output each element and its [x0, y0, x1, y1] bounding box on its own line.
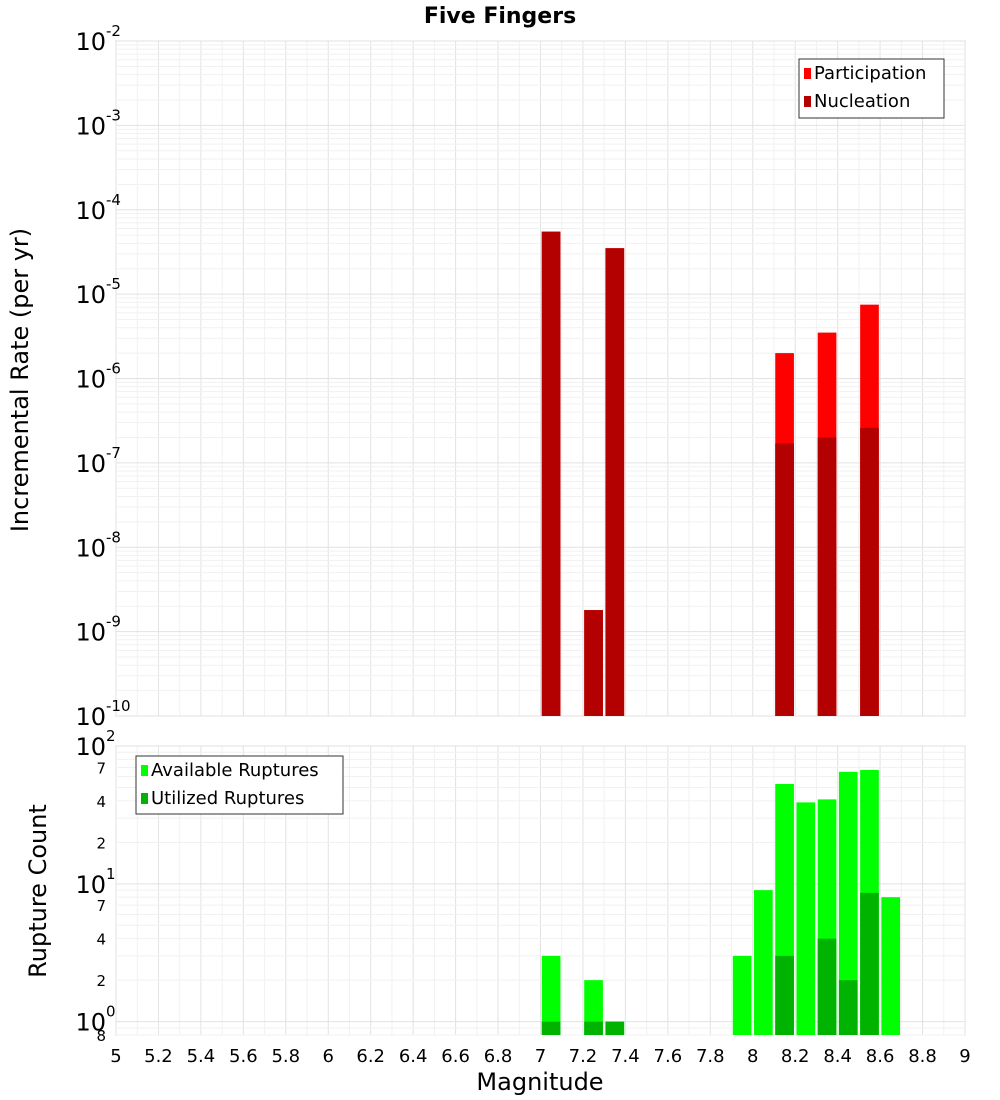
count-bar-0-4	[754, 890, 773, 1035]
rate-bar-1-3	[775, 443, 794, 716]
y-minor-tick-label: 8	[96, 1027, 106, 1045]
y-tick-exponent: -4	[106, 191, 121, 209]
x-axis-label: Magnitude	[476, 1068, 603, 1096]
y-tick-exponent: -5	[106, 275, 121, 293]
rate-legend-swatch	[804, 68, 811, 79]
count-bar-1-1	[584, 1021, 603, 1035]
x-tick-label: 9	[959, 1046, 970, 1067]
count-legend: Available Ruptures Utilized Ruptures	[135, 755, 344, 815]
count-legend-box	[135, 755, 344, 815]
count-x-ticks: 5 5.2 5.4 5.6 5.8 6 6.2 6.4 6.6 6.8 7 7.2 7.4 7.6 7.8 8…	[110, 1046, 970, 1067]
x-tick-label: 6.4	[399, 1046, 428, 1067]
x-tick-label: 6.8	[484, 1046, 513, 1067]
rate-legend-label: Nucleation	[814, 91, 910, 112]
x-tick-label: 5.6	[229, 1046, 258, 1067]
count-bar-1-4	[817, 938, 837, 1035]
y-tick-exponent: 1	[106, 865, 116, 883]
count-y-axis-label: Rupture Count	[24, 804, 52, 978]
x-tick-label: 6.6	[441, 1046, 470, 1067]
y-minor-tick-label: 7	[96, 759, 106, 777]
count-bar-1-2	[605, 1021, 625, 1035]
x-tick-label: 7.2	[569, 1046, 598, 1067]
x-tick-label: 7	[535, 1046, 546, 1067]
y-minor-tick-label: 4	[96, 931, 106, 949]
y-minor-tick-label: 4	[96, 793, 106, 811]
y-tick-exponent: -6	[106, 360, 121, 378]
rate-panel: 10-210-310-410-510-610-710-810-910-10 In…	[6, 22, 966, 731]
count-bar-0-0	[541, 955, 561, 1035]
x-tick-label: 5.8	[271, 1046, 300, 1067]
y-minor-tick-label: 2	[96, 972, 106, 990]
count-bar-0-8	[838, 771, 858, 1035]
y-minor-tick-label: 2	[96, 834, 106, 852]
count-legend-label: Utilized Ruptures	[151, 788, 304, 809]
x-tick-label: 7.6	[654, 1046, 683, 1067]
y-tick-base: 10	[75, 733, 106, 761]
count-bar-1-3	[775, 955, 794, 1035]
y-tick-exponent: -8	[106, 528, 121, 546]
y-tick-exponent: -9	[106, 613, 121, 631]
count-bar-0-1	[584, 980, 603, 1035]
x-tick-label: 8.8	[908, 1046, 937, 1067]
count-bar-0-6	[796, 802, 816, 1035]
count-bar-1-5	[838, 980, 858, 1035]
count-bar-1-0	[541, 1021, 561, 1035]
x-tick-label: 5.4	[187, 1046, 216, 1067]
x-tick-label: 6	[323, 1046, 334, 1067]
count-grid	[115, 745, 966, 1036]
rate-bars	[541, 231, 879, 717]
x-tick-label: 7.8	[696, 1046, 725, 1067]
count-bar-1-6	[860, 892, 879, 1035]
x-tick-label: 7.4	[611, 1046, 640, 1067]
rate-bar-1-5	[860, 427, 879, 716]
y-tick-base: 10	[75, 871, 106, 899]
y-tick-base: 10	[75, 450, 106, 478]
y-tick-exponent: -10	[106, 697, 131, 715]
x-tick-label: 8.4	[823, 1046, 852, 1067]
rate-bar-1-4	[817, 437, 837, 716]
y-tick-base: 10	[75, 703, 106, 731]
count-legend-label: Available Ruptures	[151, 760, 319, 781]
y-tick-base: 10	[75, 197, 106, 225]
count-bar-0-3	[732, 955, 752, 1035]
rate-legend-box	[798, 58, 945, 119]
chart-title: Five Fingers	[424, 4, 576, 29]
rate-y-ticks: 10-210-310-410-510-610-710-810-910-10	[75, 22, 130, 731]
rate-legend-label: Participation	[814, 63, 926, 84]
y-minor-tick-label: 7	[96, 897, 106, 915]
count-legend-swatch	[141, 765, 148, 776]
count-bar-0-10	[881, 897, 901, 1035]
y-tick-exponent: -3	[106, 106, 121, 124]
y-tick-base: 10	[75, 112, 106, 140]
y-tick-exponent: -2	[106, 22, 121, 40]
rate-grid	[115, 40, 966, 717]
x-tick-label: 8.2	[781, 1046, 810, 1067]
x-tick-label: 8.6	[866, 1046, 895, 1067]
x-tick-label: 5	[110, 1046, 121, 1067]
count-legend-swatch	[141, 793, 148, 804]
rate-bar-1-1	[584, 610, 603, 716]
y-tick-base: 10	[75, 619, 106, 647]
y-tick-exponent: 2	[106, 727, 116, 745]
x-tick-label: 8	[747, 1046, 758, 1067]
count-bars	[541, 769, 901, 1035]
y-tick-base: 10	[75, 281, 106, 309]
y-tick-exponent: 0	[106, 1003, 116, 1021]
rate-legend-swatch	[804, 96, 811, 107]
y-tick-base: 10	[75, 534, 106, 562]
y-tick-base: 10	[75, 1009, 106, 1037]
rate-bar-1-2	[605, 248, 625, 717]
y-tick-base: 10	[75, 28, 106, 56]
rate-legend: Participation Nucleation	[798, 58, 945, 119]
y-tick-base: 10	[75, 366, 106, 394]
x-tick-label: 6.2	[356, 1046, 385, 1067]
rate-bar-1-0	[541, 231, 561, 716]
rate-y-axis-label: Incremental Rate (per yr)	[6, 228, 34, 532]
y-tick-exponent: -7	[106, 444, 121, 462]
x-tick-label: 5.2	[144, 1046, 173, 1067]
